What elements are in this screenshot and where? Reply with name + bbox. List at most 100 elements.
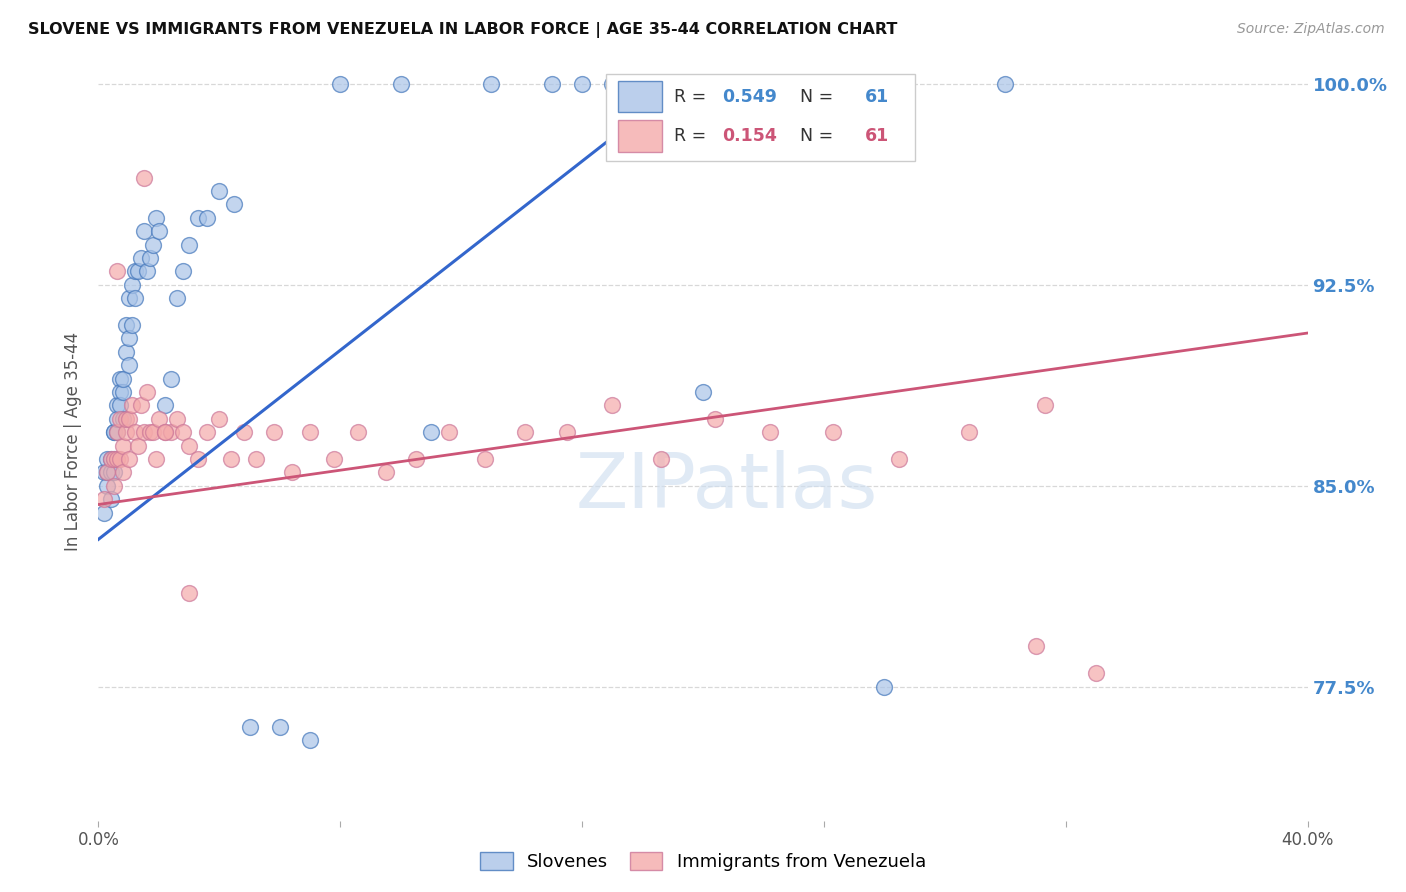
Point [145, 211, 167, 225]
Point [132, 170, 155, 185]
Point [96, 479, 118, 493]
Point [602, 77, 624, 91]
Point [105, 425, 128, 439]
Point [108, 452, 131, 467]
Point [821, 425, 844, 439]
Point [114, 318, 136, 332]
Point [1033, 398, 1056, 412]
FancyBboxPatch shape [606, 74, 915, 161]
Point [148, 411, 170, 425]
Y-axis label: In Labor Force | Age 35-44: In Labor Force | Age 35-44 [65, 332, 83, 551]
Point [100, 492, 122, 507]
Point [172, 425, 194, 439]
Point [571, 77, 593, 91]
Point [179, 237, 201, 252]
Point [124, 264, 146, 278]
Point [208, 411, 231, 425]
Point [121, 277, 143, 292]
Point [758, 425, 780, 439]
Point [105, 411, 128, 425]
Point [281, 466, 304, 480]
Point [195, 425, 218, 439]
Point [129, 251, 152, 265]
Point [132, 224, 155, 238]
Point [108, 411, 131, 425]
Point [118, 291, 141, 305]
Text: R =: R = [673, 87, 711, 105]
Point [153, 425, 176, 439]
Point [142, 425, 165, 439]
Text: N =: N = [789, 127, 838, 145]
Point [187, 452, 209, 467]
Text: Source: ZipAtlas.com: Source: ZipAtlas.com [1237, 22, 1385, 37]
Point [221, 452, 243, 467]
Point [160, 425, 183, 439]
Point [127, 264, 149, 278]
Point [172, 264, 194, 278]
Point [263, 425, 285, 439]
Point [103, 452, 125, 467]
Point [105, 398, 128, 412]
Point [100, 452, 122, 467]
Point [96, 466, 118, 480]
Text: 61: 61 [865, 87, 889, 105]
Text: 0.154: 0.154 [723, 127, 778, 145]
Point [269, 720, 291, 734]
Point [1085, 666, 1108, 681]
Point [179, 586, 201, 600]
Point [195, 211, 218, 225]
Point [692, 384, 714, 399]
Point [374, 466, 396, 480]
Point [299, 733, 322, 747]
Point [179, 439, 201, 453]
Point [153, 398, 176, 412]
Point [135, 384, 157, 399]
Point [148, 224, 170, 238]
Legend: Slovenes, Immigrants from Venezuela: Slovenes, Immigrants from Venezuela [472, 846, 934, 879]
Point [232, 425, 254, 439]
Point [100, 466, 122, 480]
Point [873, 680, 896, 694]
Point [114, 425, 136, 439]
Point [555, 425, 578, 439]
Point [127, 439, 149, 453]
Point [103, 425, 125, 439]
Point [889, 452, 911, 467]
Point [105, 452, 128, 467]
Point [93, 506, 115, 520]
Point [540, 77, 562, 91]
Point [111, 466, 134, 480]
Point [105, 425, 128, 439]
FancyBboxPatch shape [619, 120, 662, 152]
Point [118, 331, 141, 345]
Point [166, 291, 188, 305]
Point [111, 439, 134, 453]
Point [957, 425, 980, 439]
Point [513, 425, 536, 439]
Point [405, 452, 427, 467]
Point [121, 398, 143, 412]
Text: 61: 61 [865, 127, 889, 145]
Point [145, 452, 167, 467]
Point [481, 77, 503, 91]
Point [224, 197, 246, 211]
Point [93, 492, 115, 507]
Point [114, 411, 136, 425]
Point [118, 452, 141, 467]
Text: 0.549: 0.549 [723, 87, 778, 105]
Text: ZIPatlas: ZIPatlas [576, 450, 879, 524]
Point [124, 425, 146, 439]
Point [704, 411, 727, 425]
Point [103, 479, 125, 493]
Point [347, 425, 370, 439]
Point [245, 452, 267, 467]
FancyBboxPatch shape [619, 80, 662, 112]
Point [389, 77, 412, 91]
Point [420, 425, 443, 439]
Point [108, 384, 131, 399]
Point [187, 211, 209, 225]
Point [108, 371, 131, 385]
Point [105, 264, 128, 278]
Point [103, 425, 125, 439]
Point [329, 77, 352, 91]
